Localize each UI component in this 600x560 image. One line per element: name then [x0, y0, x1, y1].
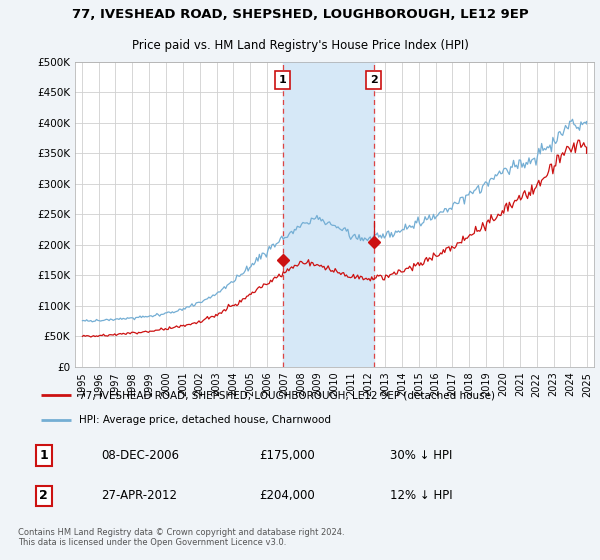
Text: £204,000: £204,000	[259, 489, 315, 502]
Text: 1: 1	[39, 449, 48, 462]
Text: Contains HM Land Registry data © Crown copyright and database right 2024.
This d: Contains HM Land Registry data © Crown c…	[18, 528, 344, 547]
Text: Price paid vs. HM Land Registry's House Price Index (HPI): Price paid vs. HM Land Registry's House …	[131, 39, 469, 52]
Text: 12% ↓ HPI: 12% ↓ HPI	[391, 489, 453, 502]
Text: £175,000: £175,000	[259, 449, 315, 462]
Text: 77, IVESHEAD ROAD, SHEPSHED, LOUGHBOROUGH, LE12 9EP (detached house): 77, IVESHEAD ROAD, SHEPSHED, LOUGHBOROUG…	[79, 390, 495, 400]
Bar	[283, 62, 374, 367]
Text: 27-APR-2012: 27-APR-2012	[101, 489, 177, 502]
Text: 08-DEC-2006: 08-DEC-2006	[101, 449, 179, 462]
Text: 30% ↓ HPI: 30% ↓ HPI	[391, 449, 453, 462]
Text: 1: 1	[279, 75, 286, 85]
Text: 2: 2	[370, 75, 377, 85]
Text: 77, IVESHEAD ROAD, SHEPSHED, LOUGHBOROUGH, LE12 9EP: 77, IVESHEAD ROAD, SHEPSHED, LOUGHBOROUG…	[71, 8, 529, 21]
Text: HPI: Average price, detached house, Charnwood: HPI: Average price, detached house, Char…	[79, 414, 331, 424]
Text: 2: 2	[39, 489, 48, 502]
